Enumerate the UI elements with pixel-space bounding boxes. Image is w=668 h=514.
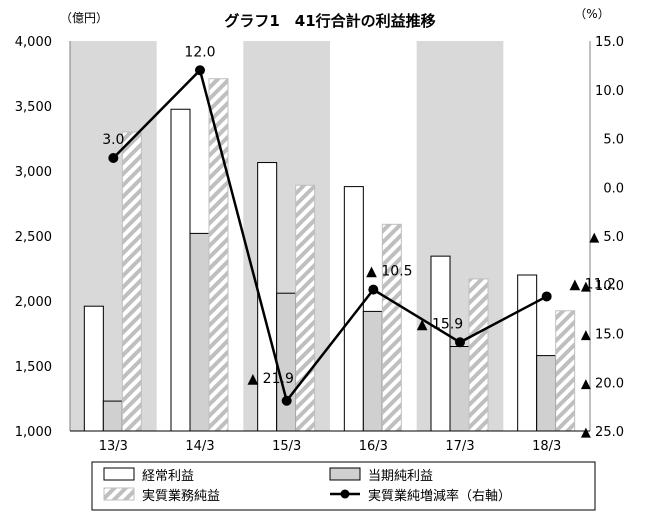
left-axis-unit: （億円） [60, 11, 108, 25]
bar-hatch [468, 278, 489, 432]
legend-line-marker [340, 489, 350, 499]
bar-hatch [295, 184, 316, 432]
x-tick-label: 15/3 [272, 439, 301, 454]
legend-label: 経常利益 [142, 469, 194, 484]
right-tick-label: 0.0 [603, 181, 624, 196]
plot-background-bands [69, 41, 591, 431]
data-label: 3.0 [102, 132, 124, 148]
right-axis-unit: （%） [574, 7, 609, 21]
bar-hatch [208, 78, 229, 432]
x-tick-label: 17/3 [445, 439, 474, 454]
data-label: ▲ 11.2 [569, 276, 615, 292]
left-tick-label: 3,500 [15, 100, 52, 115]
line-series [108, 65, 552, 406]
line-point [368, 284, 379, 295]
bar-hatch [121, 131, 142, 432]
x-tick-label: 13/3 [99, 439, 128, 454]
data-labels: 3.0 12.0 ▲ 21.9 ▲ 10.5 ▲ 15.9 ▲ 11.2 [102, 44, 616, 387]
bar-white [83, 305, 104, 432]
line-point [195, 65, 205, 76]
bar-gray [449, 346, 470, 432]
right-tick-label: ▲ 15.0 [581, 328, 624, 343]
x-tick-label: 18/3 [532, 439, 561, 454]
plot-band [70, 41, 157, 431]
right-axis: 15.0 10.0 5.0 0.0 ▲ 5.0 ▲ 10.0 ▲ 15.0 ▲ 20.0 ▲ 2… [581, 35, 624, 440]
bar-white [430, 255, 451, 432]
line-point [541, 291, 552, 302]
bar-white [517, 274, 538, 432]
bar-gray [102, 400, 123, 432]
bar-gray [276, 292, 297, 432]
left-tick-label: 1,500 [15, 360, 52, 375]
right-tick-label: 15.0 [595, 35, 624, 50]
bar-hatch [381, 223, 402, 432]
bar-series [83, 78, 576, 432]
left-tick-label: 4,000 [15, 35, 52, 50]
legend-label: 実質業純増減率（右軸） [368, 488, 511, 504]
bar-white [170, 108, 191, 432]
bar-gray [362, 310, 383, 432]
right-tick-label: 5.0 [603, 133, 624, 148]
data-label: ▲ 21.9 [247, 371, 293, 387]
right-tick-label: ▲ 20.0 [581, 376, 624, 391]
x-tick-label: 14/3 [185, 439, 214, 454]
line-point [281, 395, 292, 406]
line-point [108, 153, 119, 163]
left-tick-label: 1,000 [15, 425, 52, 440]
right-tick-label: ▲ 25.0 [581, 425, 624, 440]
line-path [112, 67, 548, 404]
legend-label: 実質業務純益 [142, 488, 220, 504]
x-axis-labels: 13/3 14/3 15/3 16/3 17/3 18/3 [99, 439, 562, 454]
line-point [455, 337, 465, 348]
left-tick-label: 2,500 [15, 230, 52, 245]
left-axis: 1,000 1,500 2,000 2,500 3,000 3,500 4,000 [15, 35, 52, 440]
left-tick-label: 2,000 [15, 295, 52, 310]
bar-white [343, 186, 364, 432]
bar-gray [536, 355, 557, 432]
bar-gray [189, 232, 210, 432]
bar-hatch [555, 310, 576, 432]
chart-title: グラフ1 41行合計の利益推移 [224, 12, 435, 30]
legend-label: 当期純利益 [368, 469, 433, 484]
data-label: ▲ 15.9 [417, 316, 463, 332]
right-tick-label: ▲ 10.0 [581, 279, 624, 294]
x-tick-label: 16/3 [359, 439, 388, 454]
data-label: ▲ 10.5 [366, 264, 412, 280]
data-label: 12.0 [184, 44, 215, 60]
right-tick-label: 10.0 [595, 84, 624, 99]
left-tick-label: 3,000 [15, 165, 52, 180]
legend-swatch-gray [329, 467, 361, 481]
legend-swatch-hatch [103, 487, 135, 501]
right-tick-label: ▲ 5.0 [589, 230, 624, 245]
legend-swatch-white [103, 467, 135, 481]
